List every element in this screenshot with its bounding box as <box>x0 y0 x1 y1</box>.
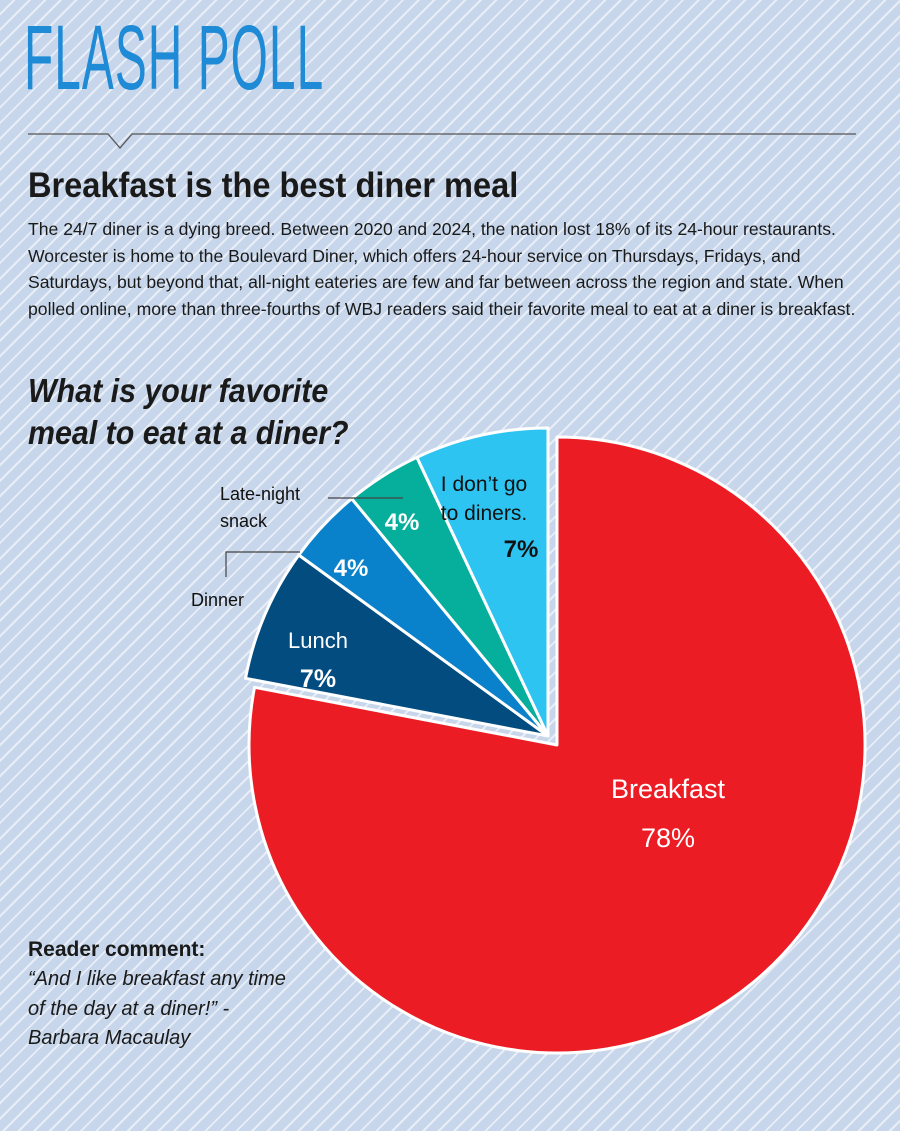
masthead-title: FLASH POLL <box>24 7 325 109</box>
outside-labels: Late-night snack Dinner <box>191 484 300 610</box>
slice-labels: Breakfast 78% Lunch 7% 4% 4% I don’t go … <box>288 473 725 853</box>
poll-question: What is your favorite meal to eat at a d… <box>28 370 349 454</box>
pie-slices <box>244 426 867 1055</box>
headline: Breakfast is the best diner meal <box>28 166 519 205</box>
dinner-value-label: 4% <box>334 555 369 582</box>
no-go-label-line-1: I don’t go <box>441 473 527 496</box>
poll-question-line-2: meal to eat at a diner? <box>28 414 349 451</box>
late-night-label-line-1: Late-night <box>220 484 300 504</box>
lunch-label: Lunch <box>288 628 348 653</box>
lunch-value-label: 7% <box>300 665 336 693</box>
breakfast-value-label: 78% <box>641 823 695 853</box>
dinner-label: Dinner <box>191 590 244 610</box>
late-night-label-line-2: snack <box>220 511 268 531</box>
reader-comment-text: “And I like breakfast any time of the da… <box>28 968 286 1049</box>
no-go-label-line-2: to diners. <box>441 502 527 525</box>
poll-question-line-1: What is your favorite <box>28 372 329 409</box>
no-go-value-label: 7% <box>504 536 539 563</box>
header-rule <box>28 133 856 149</box>
dinner-leader-line <box>225 551 300 577</box>
pie-slice-breakfast <box>247 435 867 1055</box>
reader-comment-title: Reader comment: <box>28 938 206 961</box>
intro-paragraph: The 24/7 diner is a dying breed. Between… <box>28 219 856 319</box>
pie-slice-lunch <box>244 553 550 738</box>
pie-slice-i-don-t-go-to-diners <box>415 426 550 738</box>
late-night-value-label: 4% <box>385 509 420 536</box>
breakfast-label: Breakfast <box>611 774 726 804</box>
reader-comment: Reader comment: “And I like breakfast an… <box>28 935 288 1054</box>
leader-lines <box>225 497 403 577</box>
